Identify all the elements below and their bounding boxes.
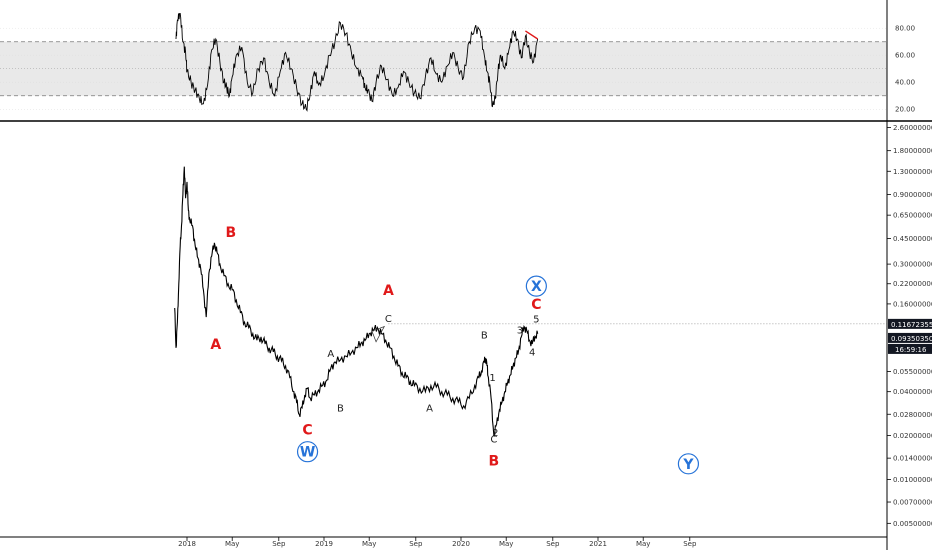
price-y-tick-label: 0.02800000	[893, 411, 932, 419]
price-y-tick-label: 0.00700000	[893, 499, 932, 507]
current-price-badge	[888, 332, 932, 343]
x-tick-label: May	[225, 540, 239, 548]
wave-label-2: 2	[492, 428, 498, 439]
wave-label-circle	[525, 275, 547, 297]
price-y-tick-label: 0.65000000	[893, 212, 932, 220]
x-tick-label: 2020	[452, 540, 470, 548]
oscillator-line	[175, 12, 539, 112]
wave-label-x: X	[531, 279, 542, 295]
x-tick-label: Sep	[683, 540, 697, 548]
wave-label-a: A	[210, 337, 221, 353]
x-tick-label: Sep	[546, 540, 560, 548]
price-line-badge	[888, 318, 932, 329]
wave-label-c: C	[302, 423, 312, 439]
triangle-pattern	[371, 325, 386, 343]
price-y-tick-label: 0.30000000	[893, 261, 932, 269]
wave-label-c: C	[385, 314, 392, 325]
price-line-badge-label: 0.11672355	[891, 321, 932, 329]
x-tick-label: Sep	[272, 540, 286, 548]
x-tick-label: May	[499, 540, 513, 548]
wave-label-circle	[296, 441, 319, 463]
x-tick-label: 2018	[178, 540, 196, 548]
countdown-badge	[888, 343, 932, 354]
oscillator-y-tick-label: 60.00	[895, 52, 915, 60]
price-y-tick-label: 0.90000000	[893, 191, 932, 199]
countdown-badge-label: 16:59:16	[895, 346, 927, 354]
x-tick-label: Sep	[409, 540, 423, 548]
wave-label-b: B	[337, 403, 344, 414]
price-y-tick-label: 2.60000000	[893, 124, 932, 132]
x-tick-label: 2019	[315, 540, 333, 548]
wave-label-w: W	[300, 445, 315, 461]
price-y-tick-label: 0.00500000	[893, 520, 932, 528]
price-y-tick-label: 1.30000000	[893, 168, 932, 176]
price-y-tick-label: 0.16000000	[893, 300, 932, 308]
wave-label-4: 4	[529, 347, 535, 358]
x-tick-label: May	[636, 540, 650, 548]
wave-label-a: A	[327, 349, 334, 360]
x-tick-label: May	[362, 540, 376, 548]
price-y-tick-label: 0.01000000	[893, 476, 932, 484]
wave-label-3: 3	[517, 326, 523, 337]
price-y-tick-label: 0.45000000	[893, 235, 932, 243]
wave-label-c: C	[490, 434, 497, 445]
wave-label-y: Y	[682, 457, 694, 473]
price-y-tick-label: 0.05500000	[893, 368, 932, 376]
oscillator-panel: 20.00 40.00 60.00 80.00	[0, 12, 915, 114]
price-y-tick-label: 0.02000000	[893, 432, 932, 440]
price-y-tick-label: 0.01400000	[893, 455, 932, 463]
oscillator-y-tick-label: 40.00	[895, 79, 915, 87]
price-y-tick-label: 0.22000000	[893, 280, 932, 288]
wave-label-1: 1	[489, 373, 495, 384]
wave-label-a: A	[383, 283, 394, 299]
divergence-line	[525, 30, 539, 40]
wave-label-c: C	[531, 297, 541, 313]
wave-label-b: B	[481, 331, 488, 342]
wave-label-circle	[677, 453, 700, 475]
price-y-tick-label: 0.04000000	[893, 388, 932, 396]
wave-label-5: 5	[533, 315, 539, 326]
wave-label-b: B	[226, 225, 237, 241]
oscillator-y-tick-label: 80.00	[895, 25, 915, 33]
price-y-tick-label: 1.80000000	[893, 147, 932, 155]
x-tick-label: 2021	[589, 540, 607, 548]
wave-label-a: A	[426, 403, 433, 414]
price-line-series	[174, 166, 539, 437]
oscillator-y-tick-label: 20.00	[895, 106, 915, 114]
current-price-badge-label: 0.09350350	[891, 335, 932, 343]
wave-label-b: B	[489, 453, 500, 469]
